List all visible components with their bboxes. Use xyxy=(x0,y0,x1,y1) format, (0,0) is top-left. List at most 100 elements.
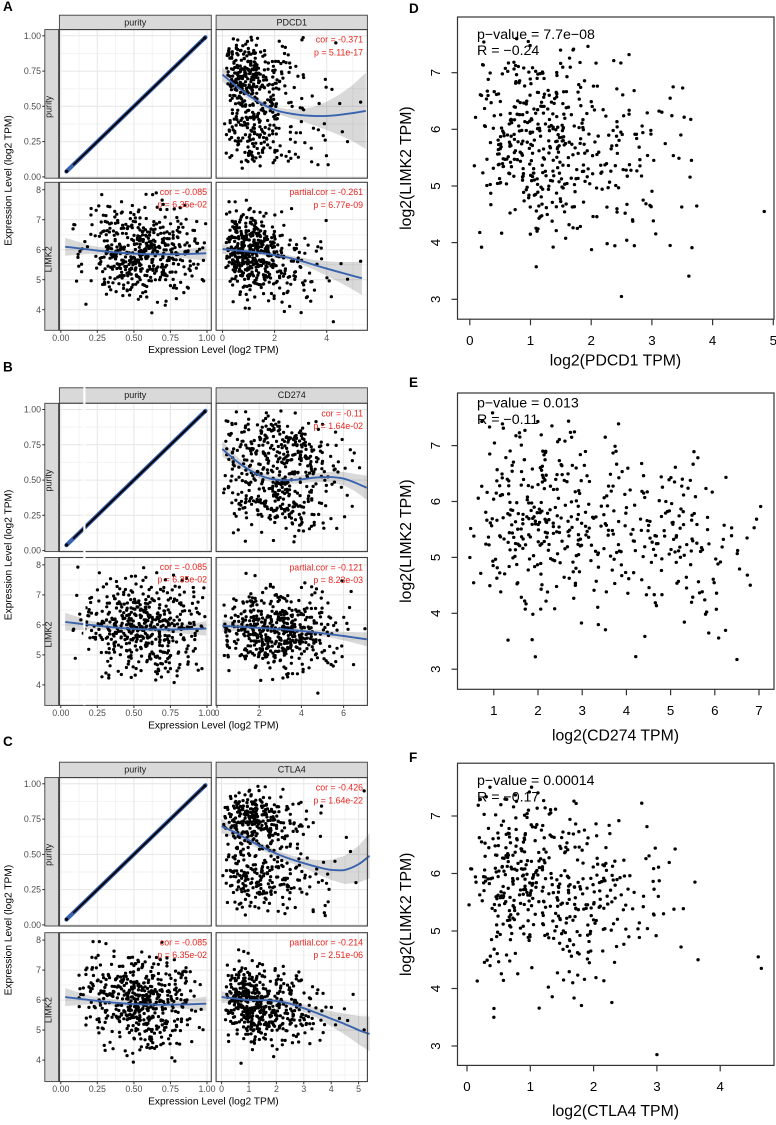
svg-text:1: 1 xyxy=(527,333,534,348)
svg-text:4: 4 xyxy=(36,305,41,315)
svg-text:6: 6 xyxy=(36,245,41,255)
svg-text:3: 3 xyxy=(428,1042,443,1049)
svg-text:p = 8.23e-03: p = 8.23e-03 xyxy=(313,575,363,585)
svg-text:Expression Level (log2 TPM): Expression Level (log2 TPM) xyxy=(4,490,15,621)
svg-text:Expression Level (log2 TPM): Expression Level (log2 TPM) xyxy=(4,115,15,246)
svg-text:3: 3 xyxy=(653,1079,660,1094)
svg-text:0.25: 0.25 xyxy=(24,885,41,895)
svg-text:2: 2 xyxy=(534,703,541,718)
svg-text:A: A xyxy=(3,0,13,14)
svg-text:4: 4 xyxy=(709,333,716,348)
svg-text:8: 8 xyxy=(36,560,41,570)
svg-text:Expression Level (log2 TPM): Expression Level (log2 TPM) xyxy=(148,1097,279,1108)
svg-text:7: 7 xyxy=(36,965,41,975)
svg-text:2: 2 xyxy=(272,333,277,343)
svg-text:6: 6 xyxy=(428,126,443,133)
svg-text:partial.cor = -0.121: partial.cor = -0.121 xyxy=(289,562,363,572)
svg-text:1.00: 1.00 xyxy=(24,31,41,41)
svg-text:0.00: 0.00 xyxy=(52,333,69,343)
svg-text:cor = -0.085: cor = -0.085 xyxy=(160,562,207,572)
svg-text:F: F xyxy=(409,750,417,765)
svg-text:p−value = 7.7e−08: p−value = 7.7e−08 xyxy=(477,27,595,43)
svg-text:log2(PDCD1 TPM): log2(PDCD1 TPM) xyxy=(550,353,681,370)
svg-text:purity: purity xyxy=(44,843,54,866)
svg-text:7: 7 xyxy=(36,215,41,225)
svg-text:2: 2 xyxy=(257,708,262,718)
svg-text:cor = -0.085: cor = -0.085 xyxy=(160,937,207,947)
svg-text:purity: purity xyxy=(44,469,54,492)
svg-text:1: 1 xyxy=(247,1084,252,1094)
svg-text:LIMK2: LIMK2 xyxy=(44,246,54,272)
svg-text:4: 4 xyxy=(324,333,329,343)
svg-text:5: 5 xyxy=(428,927,443,934)
svg-text:2: 2 xyxy=(274,1084,279,1094)
svg-text:6: 6 xyxy=(341,708,346,718)
svg-text:C: C xyxy=(3,734,13,749)
svg-text:1.00: 1.00 xyxy=(24,405,41,415)
svg-text:4: 4 xyxy=(36,680,41,690)
svg-text:0: 0 xyxy=(220,333,225,343)
svg-text:5: 5 xyxy=(36,650,41,660)
svg-text:5: 5 xyxy=(428,554,443,561)
svg-text:7: 7 xyxy=(428,812,443,819)
svg-text:4: 4 xyxy=(329,1084,334,1094)
svg-text:0.50: 0.50 xyxy=(24,475,41,485)
svg-text:8: 8 xyxy=(36,185,41,195)
svg-text:p = 6.35e-02: p = 6.35e-02 xyxy=(157,950,207,960)
svg-text:0.50: 0.50 xyxy=(24,101,41,111)
svg-text:1.00: 1.00 xyxy=(198,1084,215,1094)
svg-text:PDCD1: PDCD1 xyxy=(277,18,308,28)
svg-text:D: D xyxy=(409,1,419,16)
svg-text:purity: purity xyxy=(44,95,54,118)
svg-text:CD274: CD274 xyxy=(278,390,306,400)
svg-text:5: 5 xyxy=(36,1025,41,1035)
svg-text:5: 5 xyxy=(36,275,41,285)
svg-text:4: 4 xyxy=(428,239,443,246)
svg-text:3: 3 xyxy=(428,665,443,672)
svg-text:partial.cor = -0.214: partial.cor = -0.214 xyxy=(289,938,363,948)
svg-text:3: 3 xyxy=(301,1084,306,1094)
svg-text:5: 5 xyxy=(428,182,443,189)
svg-text:4: 4 xyxy=(36,1055,41,1065)
svg-text:p = 1.64e-22: p = 1.64e-22 xyxy=(313,796,363,806)
svg-text:p = 1.64e-02: p = 1.64e-02 xyxy=(313,421,363,431)
svg-text:0.75: 0.75 xyxy=(24,440,41,450)
svg-text:cor = -0.371: cor = -0.371 xyxy=(316,35,363,45)
svg-text:B: B xyxy=(3,360,13,375)
svg-text:1.00: 1.00 xyxy=(24,779,41,789)
svg-text:R = −0.17: R = −0.17 xyxy=(477,789,539,805)
svg-text:R = −0.11: R = −0.11 xyxy=(477,412,538,428)
svg-text:1: 1 xyxy=(490,703,497,718)
svg-text:0.00: 0.00 xyxy=(24,920,41,930)
svg-text:p−value = 0.013: p−value = 0.013 xyxy=(477,396,579,412)
svg-text:5: 5 xyxy=(667,703,674,718)
svg-text:0.25: 0.25 xyxy=(24,137,41,147)
svg-text:p = 5.11e-17: p = 5.11e-17 xyxy=(314,48,363,58)
svg-text:0.00: 0.00 xyxy=(24,546,41,556)
svg-text:7: 7 xyxy=(36,590,41,600)
svg-text:6: 6 xyxy=(428,870,443,877)
svg-text:4: 4 xyxy=(428,610,443,617)
svg-text:p = 6.35e-02: p = 6.35e-02 xyxy=(157,575,207,585)
svg-text:E: E xyxy=(409,375,418,390)
svg-text:0.25: 0.25 xyxy=(89,1084,106,1094)
svg-text:3: 3 xyxy=(428,296,443,303)
svg-text:0: 0 xyxy=(219,1084,224,1094)
svg-text:purity: purity xyxy=(124,18,147,28)
svg-text:4: 4 xyxy=(428,985,443,992)
svg-text:0.75: 0.75 xyxy=(162,1084,179,1094)
svg-text:6: 6 xyxy=(711,703,718,718)
svg-text:Expression Level (log2 TPM): Expression Level (log2 TPM) xyxy=(4,865,15,996)
svg-text:LIMK2: LIMK2 xyxy=(44,997,54,1023)
svg-text:5: 5 xyxy=(770,333,776,348)
svg-text:p = 6.77e-09: p = 6.77e-09 xyxy=(313,200,363,210)
svg-text:p−value = 0.00014: p−value = 0.00014 xyxy=(477,773,595,789)
svg-text:0.75: 0.75 xyxy=(162,333,179,343)
svg-text:R = −0.24: R = −0.24 xyxy=(477,43,539,59)
svg-text:Expression Level (log2 TPM): Expression Level (log2 TPM) xyxy=(148,720,279,731)
svg-text:6: 6 xyxy=(36,620,41,630)
svg-text:1.00: 1.00 xyxy=(198,333,215,343)
svg-text:0.00: 0.00 xyxy=(52,708,69,718)
svg-text:log2(CTLA4 TPM): log2(CTLA4 TPM) xyxy=(552,1103,679,1120)
svg-text:7: 7 xyxy=(428,442,443,449)
